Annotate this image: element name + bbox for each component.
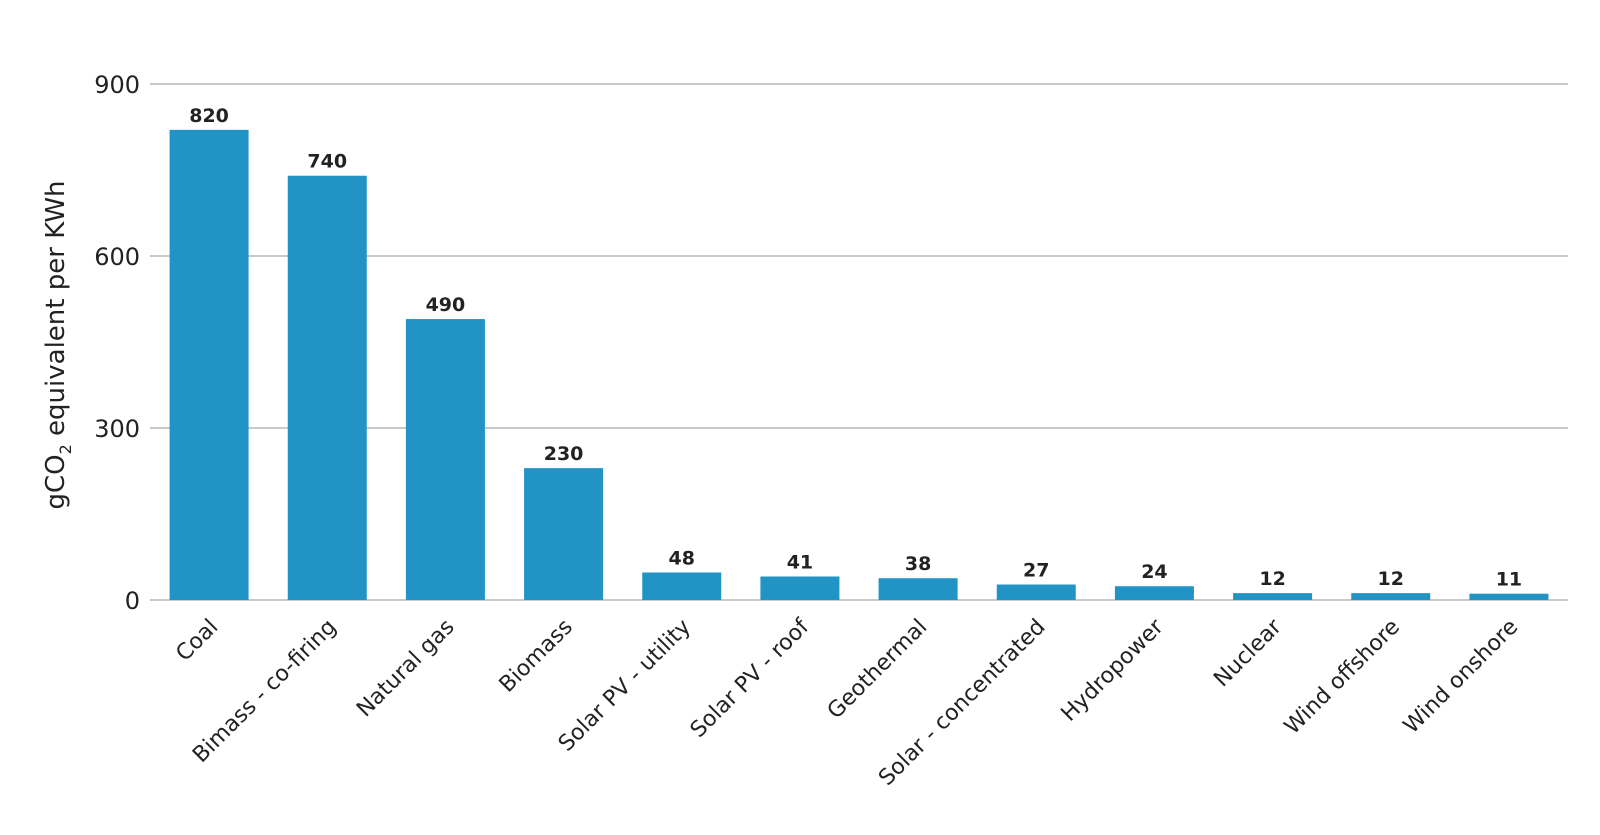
y-axis-ticks: 0 300 600 900 [94,71,140,615]
bar [1351,593,1431,600]
y-axis-label-pre: gCO [41,454,71,509]
bar-value-label: 740 [307,151,347,173]
y-tick-label: 300 [94,415,140,443]
bar-value-label: 12 [1378,568,1404,590]
bar [878,578,958,600]
bar-value-labels: 820 740 490 230 48 41 38 27 24 12 12 11 [189,105,1522,591]
bar-value-label: 12 [1259,568,1285,590]
x-tick-label: Solar PV - utility [554,615,696,757]
x-tick-label: Wind onshore [1399,615,1523,739]
bar [524,468,604,600]
bar [760,576,840,600]
gridlines [150,83,1568,601]
bar-value-label: 820 [189,105,229,127]
x-tick-label: Geothermal [823,615,932,724]
bar [169,129,249,600]
y-axis-label-post: equivalent per KWh [41,180,71,444]
x-tick-label: Nuclear [1209,614,1287,692]
x-tick-label: Natural gas [352,615,460,723]
bar [405,319,485,600]
bar-value-label: 24 [1141,561,1167,583]
x-tick-label: Wind offshore [1280,615,1405,740]
x-tick-label: Coal [171,615,223,667]
y-axis-label: gCO2 equivalent per KWh [41,180,75,509]
bar-value-label: 41 [787,551,813,573]
bar-value-label: 11 [1496,569,1522,591]
bar [1114,586,1194,600]
y-tick-label: 600 [94,243,140,271]
bars [169,129,1549,600]
x-tick-label: Solar PV - roof [686,614,815,743]
y-axis-label-subscript: 2 [56,444,75,454]
bar [996,584,1076,600]
y-tick-label: 900 [94,71,140,99]
bar-value-label: 48 [669,547,695,569]
bar-value-label: 38 [905,553,931,575]
bar-value-label: 490 [426,294,466,316]
bar [1233,593,1313,600]
bar [287,175,367,600]
bar [1469,593,1549,600]
y-tick-label: 0 [125,587,140,615]
bar-value-label: 230 [544,443,584,465]
x-tick-label: Biomass [495,615,578,698]
x-tick-label: Hydropower [1057,614,1170,727]
bar-value-label: 27 [1023,560,1049,582]
bar [642,572,722,600]
